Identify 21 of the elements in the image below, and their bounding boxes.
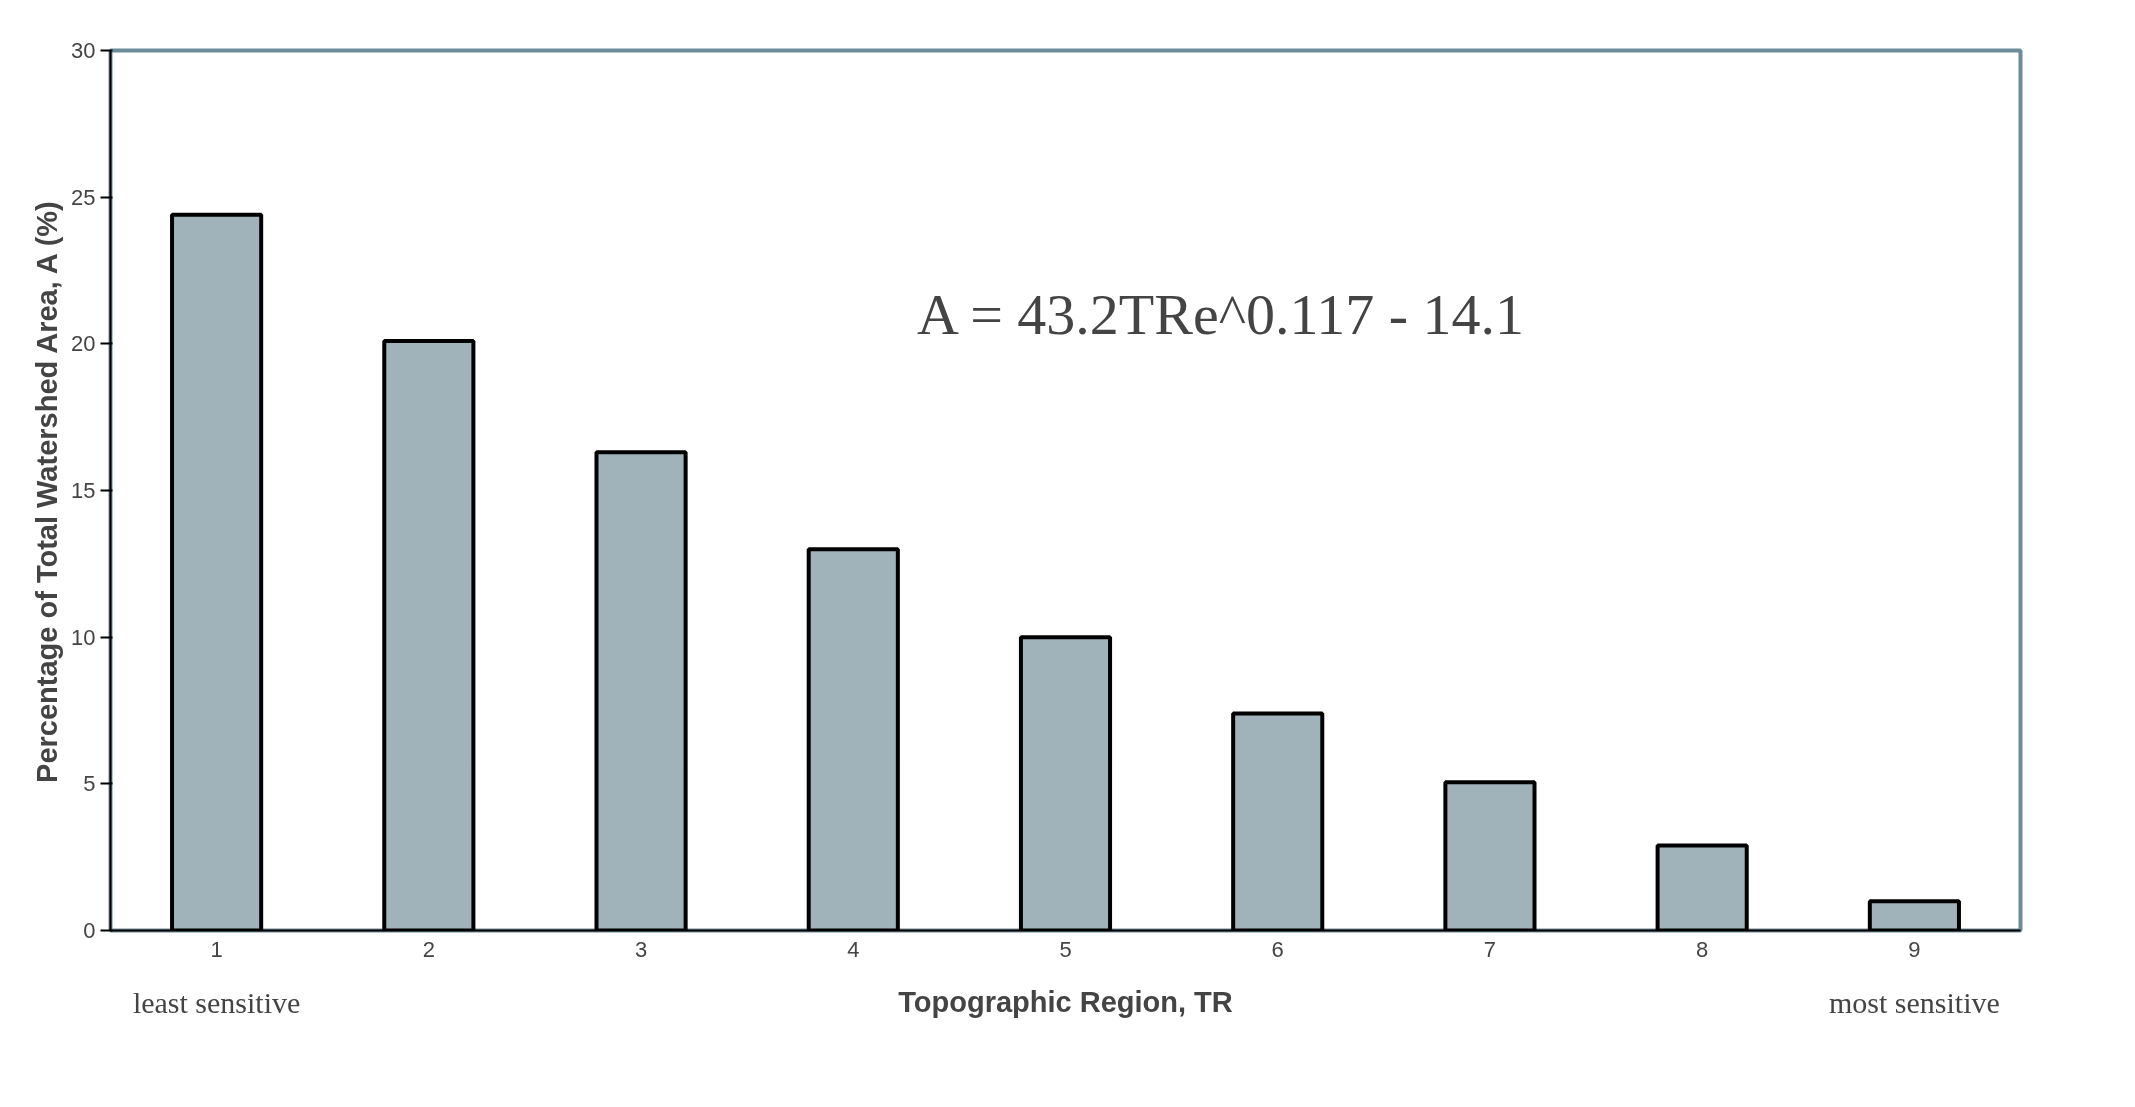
x-tick-label: 2 [422,936,435,962]
text: most sensitive [1828,985,2000,1019]
y-tick-label: 20 [71,331,96,357]
x-tick-label: 7 [1483,936,1497,962]
y-tick-label: 10 [71,624,96,650]
y-tick-label: 5 [83,771,96,797]
x-tick-label: 8 [1696,936,1709,962]
x-tick-label: 9 [1908,936,1921,962]
annotation: A = 43.2TRe^0.117 - 14.1 [916,282,1525,347]
x-axis-title: Topographic Region, TR [898,985,1233,1018]
x-tick-label: 5 [1059,936,1072,962]
x-tick-label: 3 [634,936,648,962]
text: least sensitive [132,985,301,1019]
x-tick-label: 4 [847,936,860,962]
x-tick-label: 6 [1271,936,1284,962]
y-tick-label: 15 [71,478,96,503]
y-tick-label: 30 [71,38,96,63]
y-tick-label: 25 [71,184,96,210]
x-tick-label: 1 [210,936,223,962]
y-axis-title: Percentage of Total Watershed Area, A (%) [31,201,64,783]
y-tick-label: 0 [83,918,96,943]
